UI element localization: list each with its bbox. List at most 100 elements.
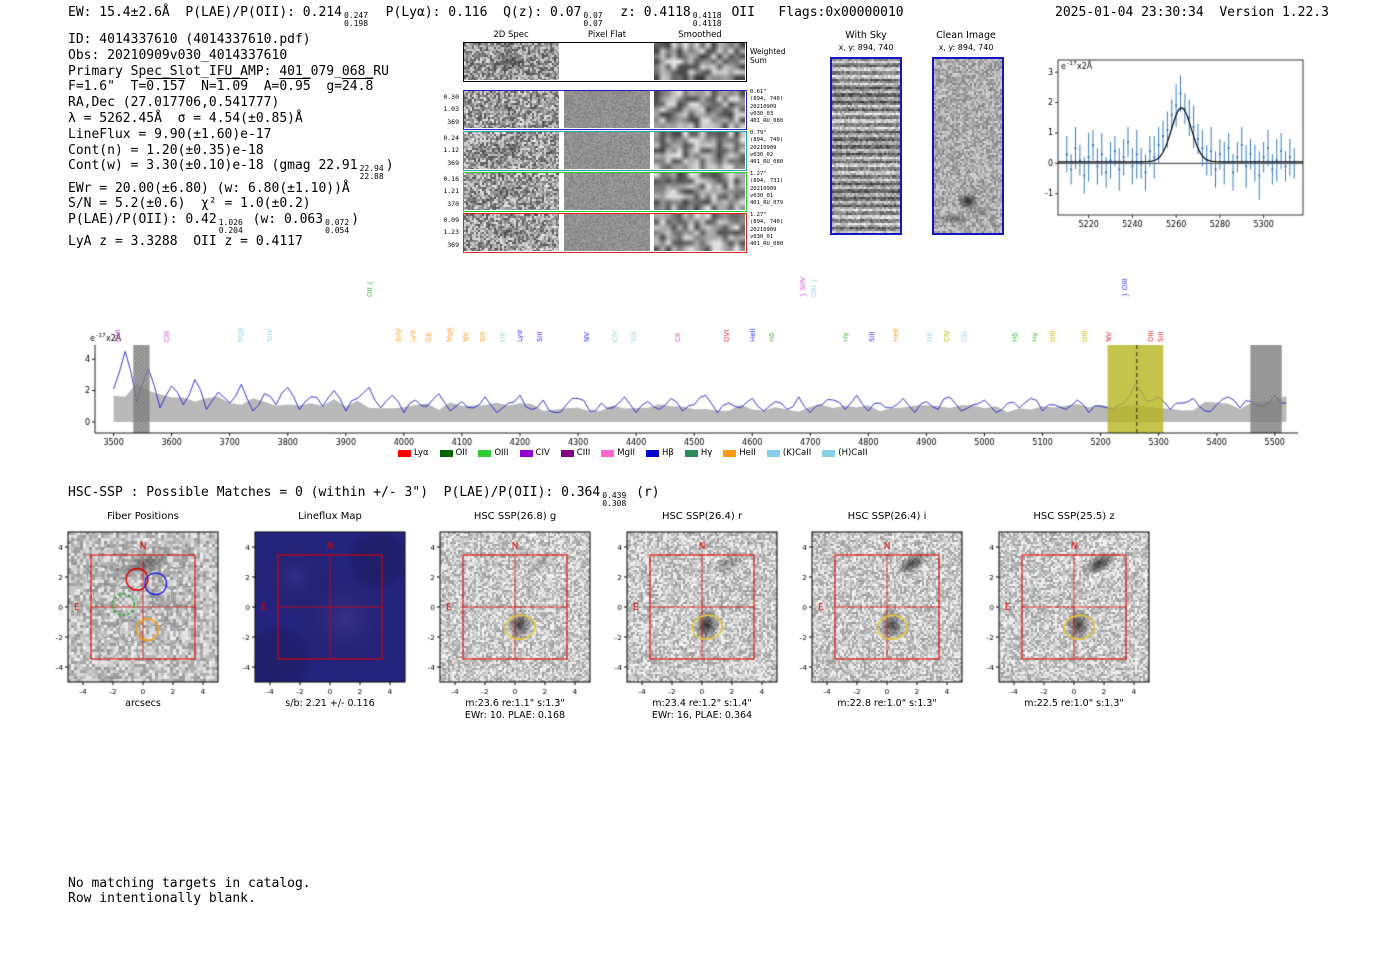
legend-label: (K)CaII <box>782 448 812 458</box>
text-segment: ) <box>351 212 360 228</box>
spec2d-weighted-sum-row <box>463 42 747 82</box>
text-segment: Cont(n) = 1.20(±0.35)e-18 <box>68 142 264 158</box>
legend-swatch <box>723 449 737 457</box>
legend-swatch <box>398 449 411 457</box>
spec2d-row-right-label: 1.27" (894, 740) 20210909 v030_01 401_RU_080 <box>750 212 784 248</box>
text-segment: LineFlux = 9.90(±1.60)e-17 <box>68 126 272 142</box>
spec2d-sum-strip <box>564 43 650 80</box>
legend-swatch <box>519 449 533 457</box>
stacked-uncertainty: 0.247 0.198 <box>343 11 369 28</box>
cutout-caption: m:22.5 re:1.0" s:1.3" <box>1024 698 1124 709</box>
text-segment: Obs: 20210909v030_4014337610 <box>68 47 288 63</box>
spec2d-weighted-sum-label: Weighted Sum <box>750 47 810 65</box>
cutout-caption: m:23.6 re:1.1" s:1.3" <box>465 698 565 709</box>
legend-swatch <box>684 449 698 457</box>
legend-swatch <box>646 449 660 457</box>
legend-swatch <box>766 449 780 457</box>
full-spectrum-chart <box>80 258 1320 468</box>
spec2d-strip <box>464 132 559 169</box>
stacked-uncertainty: 0.4118 0.4118 <box>692 11 722 28</box>
footer-line-2: Row intentionally blank. <box>68 891 256 906</box>
spec2d-strip <box>464 173 559 210</box>
info-line: F=1.6" T=0.157 N=1.09 A=0.95 g=24.8 <box>68 79 394 95</box>
cutout-caption: arcsecs <box>125 698 161 709</box>
text-segment: λ = 5262.45Å σ = 4.54(±0.85)Å <box>68 110 303 126</box>
legend-item: Hβ <box>646 448 674 458</box>
legend-swatch <box>822 449 836 457</box>
cutout-title: HSC SSP(26.8) g <box>473 511 557 522</box>
stacked-uncertainty: 1.026 0.204 <box>218 218 243 235</box>
spec2d-row <box>463 172 747 212</box>
text-segment: 0.95 <box>279 79 311 95</box>
legend-item: HeII <box>723 448 756 458</box>
stacked-uncertainty: 22.94 22.88 <box>359 164 384 181</box>
spec2d-strip <box>564 91 650 128</box>
stacked-uncertainty: 0.439 0.308 <box>602 491 627 508</box>
text-segment: (w: 0.063 <box>244 212 324 228</box>
spec2d-row <box>463 131 747 171</box>
cutout-title: HSC SSP(25.5) z <box>1033 511 1115 522</box>
footer-line-1: No matching targets in catalog. <box>68 876 311 891</box>
text-segment: P(Lyα): 0.116 Q(z): 0.07 <box>370 5 582 20</box>
cutout-caption: EWr: 16, PLAE: 0.364 <box>651 710 753 721</box>
info-line: λ = 5262.45Å σ = 4.54(±0.85)Å <box>68 111 394 127</box>
legend-label: (H)CaII <box>838 448 868 458</box>
text-segment: EW: 15.4±2.6Å P(LAE)/P(OII): 0.214 <box>68 5 342 20</box>
withsky-coords: x, y: 894, 740 <box>838 43 894 52</box>
cutout-title: HSC SSP(26.4) i <box>847 511 927 522</box>
spec2d-strip <box>654 91 745 128</box>
spec2d-row-right-label: 0.79" (894, 740) 20210909 v030_02 401_RU_080 <box>750 130 784 166</box>
cutout-canvas-1 <box>229 524 414 699</box>
legend-swatch <box>560 449 574 457</box>
legend-item: MgII <box>601 448 635 458</box>
text-segment: Primary Spec_Slot_IFU_AMP: 401_079_068_R… <box>68 63 389 79</box>
text-segment: g= <box>310 79 342 95</box>
spec2d-strip <box>464 214 559 251</box>
spec2d-row-left-label: 0.24 1.12 369 <box>443 134 459 167</box>
cutout-canvas-2 <box>414 524 599 699</box>
legend-item: CIV <box>519 448 550 458</box>
cutout-canvas-0 <box>42 524 227 699</box>
text-segment: P(LAE)/P(OII): 0.42 <box>68 212 217 228</box>
weighted-label-line2: Sum <box>750 55 767 65</box>
text-segment: 24.8 <box>341 79 374 95</box>
text-segment: LyA z = 3.3288 OII z = 0.4117 <box>68 234 303 250</box>
spec2d-strip <box>564 173 650 210</box>
spec2d-title-smoothed: Smoothed <box>678 30 722 40</box>
text-segment: EWr = 20.00(±6.80) (w: 6.80(±1.10))Å <box>68 180 350 196</box>
spec2d-strip <box>564 132 650 169</box>
info-line: S/N = 5.2(±0.6) χ² = 1.0(±0.2) <box>68 196 394 212</box>
hsc-match-line: HSC-SSP : Possible Matches = 0 (within +… <box>68 485 660 507</box>
spec2d-row-left-label: 0.09 1.23 369 <box>443 216 459 249</box>
legend-swatch <box>439 449 453 457</box>
info-line: Cont(w) = 3.30(±0.10)e-18 (gmag 22.91 22.… <box>68 158 394 180</box>
text-segment: HSC-SSP : Possible Matches = 0 (within +… <box>68 485 601 500</box>
legend-label: CIV <box>535 448 550 458</box>
spec2d-sum-strip <box>464 43 559 80</box>
legend-label: Hβ <box>662 448 674 458</box>
spec2d-row-right-label: 0.61" (894, 740) 20210909 v030_03 401_RU_080 <box>750 89 784 125</box>
legend-item: Hγ <box>684 448 712 458</box>
spec2d-row-right-label: 1.27" (894, 731) 20210909 v030_01 401_RU_079 <box>750 171 784 207</box>
text-segment: Cont(w) = 3.30(±0.10)e-18 (gmag 22.91 <box>68 158 358 174</box>
text-segment: N= <box>185 79 217 95</box>
spec2d-strip <box>654 173 745 210</box>
text-segment: S/N = 5.2(±0.6) χ² = 1.0(±0.2) <box>68 196 311 212</box>
text-segment: A= <box>248 79 280 95</box>
spec2d-strip <box>654 132 745 169</box>
timestamp-version: 2025-01-04 23:30:34 Version 1.22.3 <box>1055 5 1329 20</box>
cutout-caption: EWr: 10. PLAE: 0.168 <box>464 710 566 721</box>
info-line: Obs: 20210909v030_4014337610 <box>68 48 394 64</box>
legend-label: Lyα <box>414 448 429 458</box>
cutout-caption: s/b: 2.21 +/- 0.116 <box>285 698 375 709</box>
spec2d-sum-strip <box>654 43 745 80</box>
spec2d-strip <box>464 91 559 128</box>
text-segment: ) <box>385 158 394 174</box>
spec2d-row <box>463 90 747 130</box>
cutout-caption: m:22.8 re:1.0" s:1.3" <box>837 698 937 709</box>
text-segment: OII Flags:0x00000010 <box>723 5 904 20</box>
cleanimage-title: Clean Image <box>936 30 996 41</box>
info-line: ID: 4014337610 (4014337610.pdf) <box>68 32 394 48</box>
legend-item: OIII <box>478 448 509 458</box>
